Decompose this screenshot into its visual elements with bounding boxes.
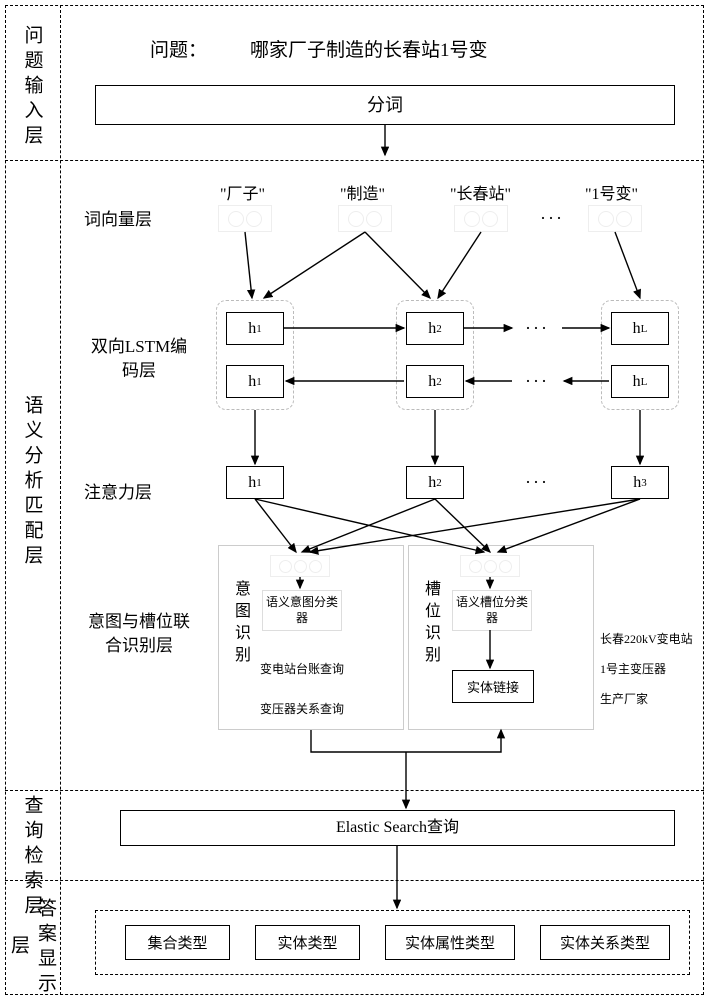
att-h2: h2 (406, 466, 464, 499)
att-label: 注意力层 (84, 478, 152, 503)
att-h3: h3 (611, 466, 669, 499)
hline-2 (5, 790, 704, 791)
joint-label: 意图与槽位联合识别层 (84, 610, 194, 658)
embed-3 (454, 205, 508, 232)
es-box: Elastic Search查询 (120, 810, 675, 846)
slot-line-1: 长春220kV变电站 (600, 630, 693, 647)
hline-3 (5, 880, 704, 881)
h1-fwd: h1 (226, 312, 284, 345)
slot-line-3: 生产厂家 (600, 690, 648, 707)
embed-dots: ··· (540, 208, 564, 229)
token-4: "1号变" (585, 180, 638, 204)
intent-title: 意图识别 (228, 580, 252, 668)
intent-line-2: 变压器关系查询 (260, 700, 344, 717)
ans-type-2: 实体类型 (255, 925, 360, 960)
h2-fwd: h2 (406, 312, 464, 345)
slot-line-2: 1号主变压器 (600, 660, 666, 677)
token-2: "制造" (340, 180, 385, 204)
intent-line-1: 变电站台账查询 (260, 660, 344, 677)
token-1: "厂子" (220, 180, 265, 204)
h2-bwd: h2 (406, 365, 464, 398)
ans-type-3: 实体属性类型 (385, 925, 515, 960)
slot-title: 槽位识别 (418, 580, 442, 668)
embed-label: 词向量层 (84, 205, 152, 230)
intent-circles (270, 555, 330, 577)
segment-box: 分词 (95, 85, 675, 125)
att-dots: ··· (525, 472, 549, 493)
question-text: 哪家厂子制造的长春站1号变 (250, 35, 488, 62)
question-prefix: 问题： (150, 35, 207, 62)
intent-classifier: 语义意图分类器 (262, 590, 342, 631)
label-answer-layer: 答案显示层 (5, 895, 59, 1000)
hL-fwd: hL (611, 312, 669, 345)
vertical-divider (60, 5, 61, 995)
label-input-layer: 问题输入层 (19, 25, 46, 150)
lstm-label: 双向LSTM编码层 (84, 335, 194, 383)
att-h1: h1 (226, 466, 284, 499)
lstm-dots-bwd: ··· (525, 371, 549, 392)
ans-type-1: 集合类型 (125, 925, 230, 960)
embed-2 (338, 205, 392, 232)
hL-bwd: hL (611, 365, 669, 398)
label-semantic-layer: 语义分析匹配层 (19, 395, 46, 570)
slot-circles (460, 555, 520, 577)
entity-link-box: 实体链接 (452, 670, 534, 703)
slot-classifier: 语义槽位分类器 (452, 590, 532, 631)
ans-type-4: 实体关系类型 (540, 925, 670, 960)
embed-4 (588, 205, 642, 232)
h1-bwd: h1 (226, 365, 284, 398)
lstm-dots-fwd: ··· (525, 318, 549, 339)
token-3: "长春站" (450, 180, 511, 204)
hline-1 (5, 160, 704, 161)
embed-1 (218, 205, 272, 232)
